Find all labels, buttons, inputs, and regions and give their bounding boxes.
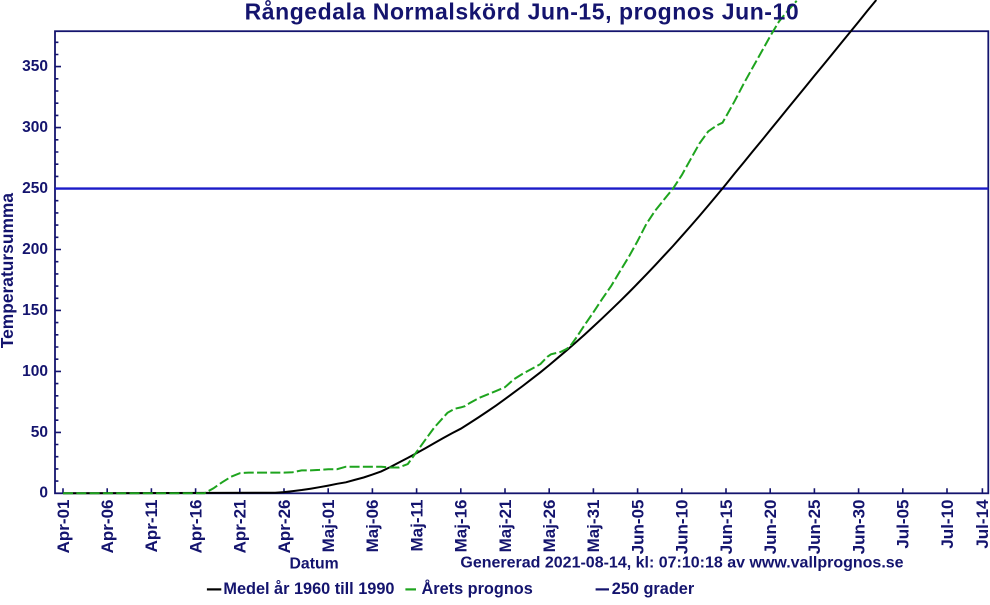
svg-text:Maj-11: Maj-11 [407, 500, 426, 552]
svg-text:Maj-21: Maj-21 [496, 500, 515, 553]
svg-text:200: 200 [22, 241, 48, 258]
svg-text:Jun-05: Jun-05 [628, 500, 647, 555]
svg-text:250 grader: 250 grader [612, 580, 695, 598]
svg-text:Maj-16: Maj-16 [452, 499, 471, 552]
svg-text:Apr-11: Apr-11 [142, 500, 161, 553]
svg-text:Jun-20: Jun-20 [761, 500, 780, 555]
svg-text:Apr-06: Apr-06 [98, 500, 117, 554]
svg-text:Genererad 2021-08-14, kl: 07:1: Genererad 2021-08-14, kl: 07:10:18 av ww… [460, 555, 903, 572]
svg-text:250: 250 [22, 180, 48, 197]
svg-text:Apr-16: Apr-16 [186, 500, 205, 554]
svg-text:0: 0 [39, 485, 48, 502]
svg-text:Maj-26: Maj-26 [540, 500, 559, 553]
svg-text:Jul-05: Jul-05 [894, 500, 913, 549]
svg-text:Jun-30: Jun-30 [849, 500, 868, 555]
svg-text:50: 50 [31, 424, 48, 441]
svg-text:350: 350 [22, 58, 48, 75]
svg-text:Apr-21: Apr-21 [231, 500, 250, 554]
svg-text:Temperatursumma: Temperatursumma [0, 193, 17, 349]
svg-text:100: 100 [22, 363, 48, 380]
svg-text:Jul-14: Jul-14 [973, 499, 990, 549]
svg-text:150: 150 [22, 302, 48, 319]
svg-text:Maj-06: Maj-06 [363, 500, 382, 553]
svg-text:Årets prognos: Årets prognos [422, 579, 533, 598]
svg-text:Rångedala Normalskörd Jun-15,: Rångedala Normalskörd Jun-15, prognos Ju… [245, 0, 800, 25]
svg-text:Jun-25: Jun-25 [805, 500, 824, 555]
svg-text:Maj-31: Maj-31 [584, 500, 603, 553]
svg-text:Jun-15: Jun-15 [717, 500, 736, 555]
svg-text:Jun-10: Jun-10 [673, 500, 692, 555]
svg-text:Apr-01: Apr-01 [54, 500, 73, 554]
svg-text:Maj-01: Maj-01 [319, 500, 338, 553]
svg-text:Medel år 1960 till 1990: Medel år 1960 till 1990 [223, 580, 394, 598]
svg-text:Datum: Datum [290, 556, 339, 573]
svg-text:Jul-10: Jul-10 [938, 500, 957, 549]
svg-text:300: 300 [22, 119, 48, 136]
svg-text:Apr-26: Apr-26 [275, 500, 294, 554]
